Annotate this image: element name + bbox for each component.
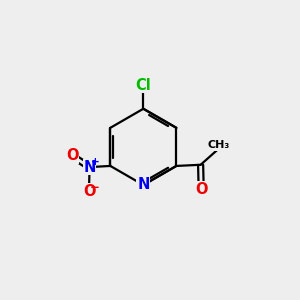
Text: O: O: [83, 184, 95, 199]
Text: N: N: [83, 160, 96, 175]
Text: Cl: Cl: [136, 78, 151, 93]
Text: O: O: [66, 148, 78, 163]
Text: +: +: [91, 157, 100, 166]
Text: N: N: [137, 178, 149, 193]
Text: O: O: [195, 182, 207, 197]
Text: −: −: [90, 181, 100, 194]
Text: CH₃: CH₃: [208, 140, 230, 150]
